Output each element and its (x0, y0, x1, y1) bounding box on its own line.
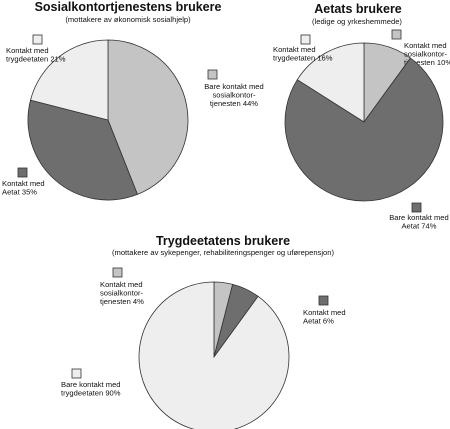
pie-sosialkontortjenesten: Bare kontakt med sosialkontor-tjenesten 4… (2, 34, 264, 201)
legend-swatch (207, 69, 218, 80)
chart-subtitle-aetat: (ledige og yrkeshemmede) (312, 17, 402, 26)
legend-swatch (112, 267, 123, 278)
chart-title-aetat: Aetats brukere (314, 2, 402, 16)
legend-sosialkontortjenesten-bare: Bare kontakt med sosialkontor-tjenesten 4… (204, 82, 264, 108)
legend-swatch (32, 34, 43, 45)
legend-swatch (391, 29, 402, 40)
legend-trygd-bare: Bare kontakt med trygdeetaten 90% (61, 380, 121, 398)
pie-trygdeetaten: Kontakt med sosialkontor-tjenesten 4% Kont… (61, 267, 346, 429)
legend-sosialkontortjenesten-trygd: Kontakt med trygdeetaten 21% (6, 46, 66, 64)
legend-aetat-trygd: Kontakt med trygdeetaten 16% (273, 45, 333, 63)
pie-aetat: Kontakt med sosialkontor-tjenesten 10% Bar… (273, 29, 450, 231)
pie-slice (284, 57, 444, 202)
chart-subtitle-trygdeetaten: (mottakere av sykepenger, rehabilitering… (112, 248, 335, 257)
pie-slice (296, 42, 365, 123)
pie-slice (30, 39, 109, 121)
chart-title-trygdeetaten: Trygdeetatens brukere (156, 234, 290, 248)
legend-aetat-sosialkontor: Kontakt med sosialkontor-tjenesten 10% (404, 41, 450, 67)
pie-slice (138, 281, 290, 429)
legend-sosialkontortjenesten-aetat: Kontakt med Aetat 35% (2, 179, 45, 197)
legend-aetat-bare: Bare kontakt med Aetat 74% (389, 213, 449, 231)
legend-swatch (411, 202, 422, 213)
legend-swatch (300, 34, 311, 45)
chart-subtitle-sosialkontortjenesten: (mottakere av økonomisk sosialhjelp) (65, 15, 191, 24)
legend-swatch (17, 167, 28, 178)
chart-title-sosialkontortjenesten: Sosialkontortjenestens brukere (35, 0, 222, 14)
legend-swatch (71, 368, 82, 379)
pie-slice (107, 39, 189, 195)
legend-swatch (318, 295, 329, 306)
legend-trygd-sosialkontor: Kontakt med sosialkontor-tjenesten 4% (100, 280, 144, 306)
legend-trygd-aetat: Kontakt med Aetat 6% (303, 308, 346, 326)
pie-slice (27, 99, 138, 201)
